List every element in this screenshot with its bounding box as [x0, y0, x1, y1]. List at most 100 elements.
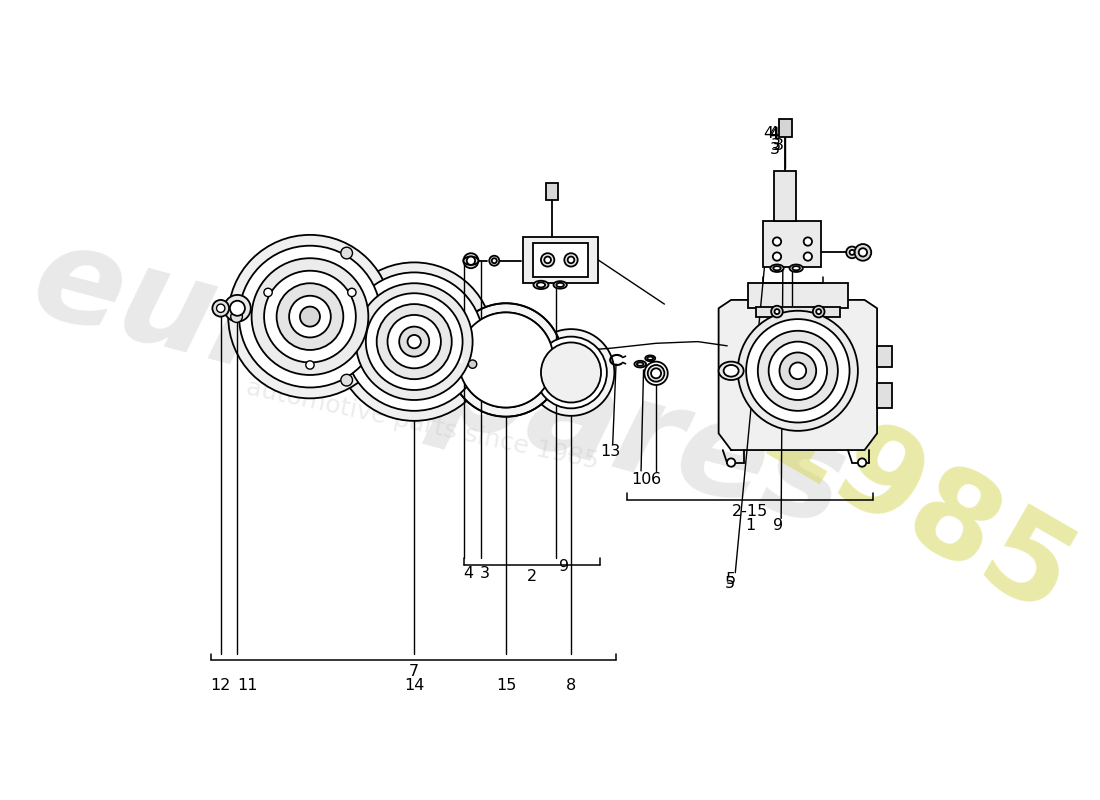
Circle shape	[376, 304, 452, 379]
Bar	[877, 346, 892, 366]
Circle shape	[212, 300, 229, 317]
Circle shape	[449, 303, 563, 417]
Text: 1: 1	[745, 518, 755, 533]
Circle shape	[769, 342, 827, 400]
Circle shape	[804, 252, 812, 261]
Circle shape	[804, 238, 812, 246]
Circle shape	[407, 335, 421, 348]
Circle shape	[239, 246, 381, 387]
Circle shape	[774, 309, 780, 314]
Circle shape	[289, 296, 331, 338]
Circle shape	[849, 250, 855, 255]
Text: 10: 10	[631, 472, 651, 486]
Circle shape	[466, 257, 475, 265]
Ellipse shape	[718, 362, 744, 380]
Circle shape	[528, 329, 615, 416]
Text: 3: 3	[770, 142, 780, 158]
Ellipse shape	[635, 361, 646, 367]
Circle shape	[217, 304, 224, 313]
Text: 13: 13	[601, 444, 620, 459]
Circle shape	[816, 309, 822, 314]
Circle shape	[855, 244, 871, 261]
Circle shape	[341, 374, 352, 386]
Circle shape	[790, 362, 806, 379]
Circle shape	[846, 246, 858, 258]
Circle shape	[264, 270, 355, 362]
Bar	[779, 119, 792, 138]
Circle shape	[341, 247, 352, 259]
Ellipse shape	[637, 362, 644, 366]
Circle shape	[490, 256, 499, 266]
Text: 14: 14	[404, 678, 425, 693]
Ellipse shape	[647, 357, 653, 360]
Text: 3: 3	[773, 138, 783, 153]
Text: 8: 8	[565, 678, 576, 693]
Circle shape	[758, 330, 838, 411]
Circle shape	[746, 319, 849, 422]
Text: 5: 5	[725, 576, 735, 591]
Bar	[532, 243, 587, 277]
Circle shape	[230, 301, 245, 316]
Text: 3: 3	[771, 138, 781, 153]
Text: 12: 12	[210, 678, 231, 693]
Ellipse shape	[557, 283, 564, 287]
Circle shape	[535, 337, 607, 408]
Bar	[756, 306, 839, 317]
Circle shape	[773, 252, 781, 261]
Ellipse shape	[463, 257, 478, 265]
Ellipse shape	[773, 266, 781, 270]
Circle shape	[564, 254, 578, 266]
Text: 4: 4	[768, 126, 778, 141]
Text: 7: 7	[408, 664, 418, 679]
Circle shape	[771, 306, 783, 318]
Text: 4: 4	[763, 126, 773, 141]
Circle shape	[300, 306, 320, 326]
Bar	[748, 283, 848, 308]
Ellipse shape	[537, 282, 546, 287]
Circle shape	[858, 458, 866, 466]
Text: 9: 9	[773, 518, 783, 533]
Circle shape	[568, 257, 574, 263]
Circle shape	[651, 368, 661, 378]
Circle shape	[348, 288, 356, 297]
Polygon shape	[718, 300, 877, 450]
Text: 6: 6	[651, 472, 661, 486]
Circle shape	[738, 310, 858, 431]
Circle shape	[345, 273, 483, 411]
Circle shape	[231, 310, 242, 322]
Circle shape	[276, 283, 343, 350]
Text: 3: 3	[480, 566, 491, 581]
Bar	[762, 221, 822, 266]
Text: eurospares: eurospares	[20, 214, 859, 553]
Text: automotive parts since 1985: automotive parts since 1985	[244, 376, 601, 474]
Text: 11: 11	[238, 678, 257, 693]
Text: 4: 4	[769, 127, 780, 142]
Circle shape	[336, 262, 494, 421]
Ellipse shape	[534, 281, 549, 289]
Text: 15: 15	[496, 678, 516, 693]
Circle shape	[645, 362, 668, 385]
Circle shape	[780, 353, 816, 389]
Text: 5: 5	[726, 572, 736, 587]
Text: 2: 2	[527, 570, 537, 584]
Circle shape	[727, 458, 735, 466]
Circle shape	[492, 258, 497, 263]
Circle shape	[544, 257, 551, 263]
Circle shape	[264, 288, 272, 297]
Ellipse shape	[770, 265, 783, 272]
Ellipse shape	[792, 266, 800, 270]
Bar	[877, 383, 892, 408]
Ellipse shape	[553, 281, 566, 289]
Circle shape	[355, 283, 473, 400]
Circle shape	[366, 294, 463, 390]
Text: 1985: 1985	[738, 373, 1091, 644]
Circle shape	[306, 361, 315, 369]
Circle shape	[773, 238, 781, 246]
Circle shape	[459, 313, 553, 407]
Circle shape	[463, 254, 478, 268]
Text: 9: 9	[559, 559, 570, 574]
Circle shape	[469, 360, 476, 368]
Circle shape	[224, 295, 251, 322]
Circle shape	[859, 248, 867, 257]
Circle shape	[399, 326, 429, 357]
